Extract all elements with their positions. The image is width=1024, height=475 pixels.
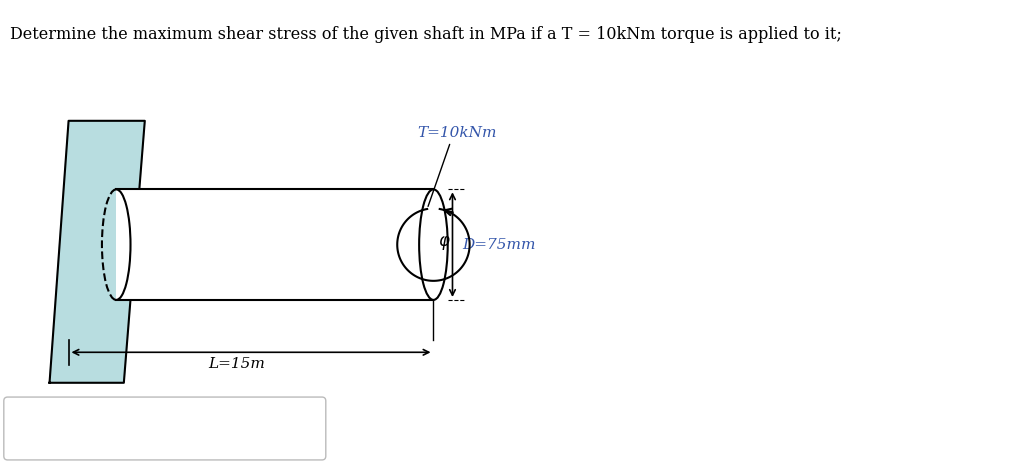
Text: L=15m: L=15m — [208, 357, 265, 371]
Text: Determine the maximum shear stress of the given shaft in MPa if a T = 10kNm torq: Determine the maximum shear stress of th… — [9, 26, 842, 43]
Text: T=10kNm: T=10kNm — [418, 126, 497, 140]
Text: $\varphi$: $\varphi$ — [438, 234, 451, 252]
Bar — [116, 190, 433, 300]
FancyBboxPatch shape — [4, 397, 326, 460]
Polygon shape — [49, 121, 144, 383]
Ellipse shape — [419, 190, 447, 300]
Text: D=75mm: D=75mm — [462, 238, 536, 252]
